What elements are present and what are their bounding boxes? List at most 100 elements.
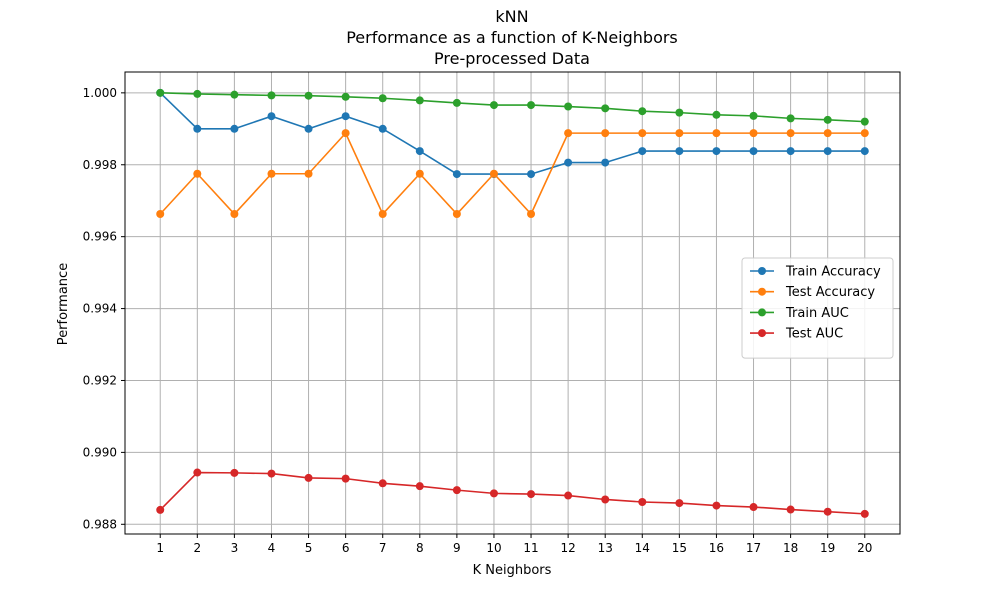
data-point-test-accuracy (564, 129, 573, 138)
y-tick-label: 0.996 (83, 230, 117, 244)
data-point-test-auc (601, 495, 610, 504)
data-point-test-auc (527, 490, 536, 499)
legend-item: Train Accuracy (750, 265, 881, 280)
data-point-test-auc (415, 482, 424, 491)
data-point-train-auc (267, 91, 276, 100)
data-point-train-accuracy (341, 112, 350, 121)
y-tick-label: 1.000 (83, 86, 117, 100)
legend-label: Train AUC (785, 306, 849, 321)
data-point-train-auc (749, 111, 758, 120)
x-tick-label: 9 (453, 541, 461, 555)
data-point-test-accuracy (415, 169, 424, 178)
data-point-test-accuracy (860, 129, 869, 138)
data-point-test-accuracy (675, 129, 684, 138)
data-point-test-accuracy (230, 210, 239, 219)
legend-item: Train AUC (750, 306, 849, 321)
data-point-test-auc (378, 479, 387, 488)
data-point-test-auc (267, 469, 276, 478)
data-point-test-accuracy (378, 210, 387, 219)
plot-frame (124, 71, 901, 535)
data-point-test-auc (823, 507, 832, 516)
data-point-test-accuracy (452, 210, 461, 219)
data-point-train-auc (230, 90, 239, 99)
x-tick-label: 17 (746, 541, 761, 555)
data-point-test-accuracy (156, 210, 165, 219)
data-point-test-auc (193, 468, 202, 477)
legend-item: Test AUC (750, 327, 843, 342)
data-point-test-accuracy (638, 129, 647, 138)
data-point-train-accuracy (415, 147, 424, 156)
x-tick-label: 18 (783, 541, 798, 555)
x-tick-label: 4 (268, 541, 276, 555)
data-point-test-accuracy (489, 169, 498, 178)
x-tick-label: 20 (857, 541, 872, 555)
data-point-test-accuracy (341, 129, 350, 138)
series-train-auc (156, 88, 869, 126)
data-point-test-accuracy (193, 169, 202, 178)
data-point-test-accuracy (823, 129, 832, 138)
data-point-test-auc (452, 486, 461, 495)
data-point-train-accuracy (601, 158, 610, 167)
x-tick-label: 5 (305, 541, 313, 555)
x-tick-label: 6 (342, 541, 350, 555)
chart-title: kNN Performance as a function of K-Neigh… (346, 7, 678, 68)
series-line-test-accuracy (159, 131, 865, 216)
data-point-train-accuracy (304, 124, 313, 133)
legend-item: Test Accuracy (750, 285, 875, 300)
data-point-test-auc (304, 473, 313, 482)
data-point-test-accuracy (267, 169, 276, 178)
x-tick-label: 12 (560, 541, 575, 555)
series-line-train-auc (160, 92, 865, 123)
series-line-test-auc (159, 471, 865, 515)
data-point-train-accuracy (193, 124, 202, 133)
data-point-test-auc (860, 509, 869, 518)
data-point-test-accuracy (601, 129, 610, 138)
data-point-train-auc (193, 89, 202, 98)
data-point-train-accuracy (564, 158, 573, 167)
data-point-train-auc (304, 91, 313, 100)
y-axis: 0.988 0.990 0.992 0.994 0.996 0.998 1.000 (83, 86, 125, 531)
chart-title-line-1: kNN (495, 7, 528, 26)
legend-label: Test AUC (785, 327, 843, 342)
x-tick-label: 7 (379, 541, 387, 555)
data-point-train-accuracy (860, 147, 869, 156)
data-point-train-auc (564, 102, 573, 111)
data-point-train-accuracy (749, 147, 758, 156)
legend-label: Train Accuracy (785, 265, 881, 280)
data-point-test-auc (749, 503, 758, 512)
data-point-train-accuracy (452, 170, 461, 179)
data-point-train-auc (786, 114, 795, 123)
y-tick-label: 0.992 (83, 373, 117, 387)
data-point-train-accuracy (527, 170, 536, 179)
data-point-train-auc (378, 94, 387, 103)
series-plot (156, 88, 869, 518)
data-point-train-accuracy (378, 124, 387, 133)
series-test-auc (156, 468, 869, 518)
data-point-test-accuracy (786, 129, 795, 138)
data-point-test-accuracy (304, 169, 313, 178)
legend: Train Accuracy Test Accuracy Train AUC Test… (741, 257, 894, 359)
data-point-train-auc (452, 98, 461, 107)
data-point-test-auc (712, 501, 721, 510)
data-point-test-auc (564, 491, 573, 500)
legend-box (741, 257, 894, 359)
data-point-test-auc (489, 489, 498, 498)
legend-marker (758, 329, 766, 338)
data-point-test-accuracy (527, 210, 536, 219)
data-point-train-auc (675, 108, 684, 117)
x-tick-label: 13 (598, 541, 613, 555)
data-point-train-accuracy (823, 147, 832, 156)
x-tick-label: 15 (672, 541, 687, 555)
x-axis: 1 2 3 4 5 6 7 8 9 10 11 12 13 14 15 16 17 18 19 20 (156, 534, 872, 555)
legend-marker (758, 287, 766, 296)
x-tick-label: 10 (486, 541, 501, 555)
x-tick-label: 16 (709, 541, 724, 555)
data-point-train-auc (156, 88, 165, 97)
data-point-train-auc (638, 107, 647, 116)
data-point-train-auc (860, 117, 869, 126)
data-point-train-auc (489, 101, 498, 110)
chart-title-line-3: Pre-processed Data (434, 49, 590, 68)
x-tick-label: 19 (820, 541, 835, 555)
series-test-accuracy (156, 129, 869, 219)
x-tick-label: 8 (416, 541, 424, 555)
